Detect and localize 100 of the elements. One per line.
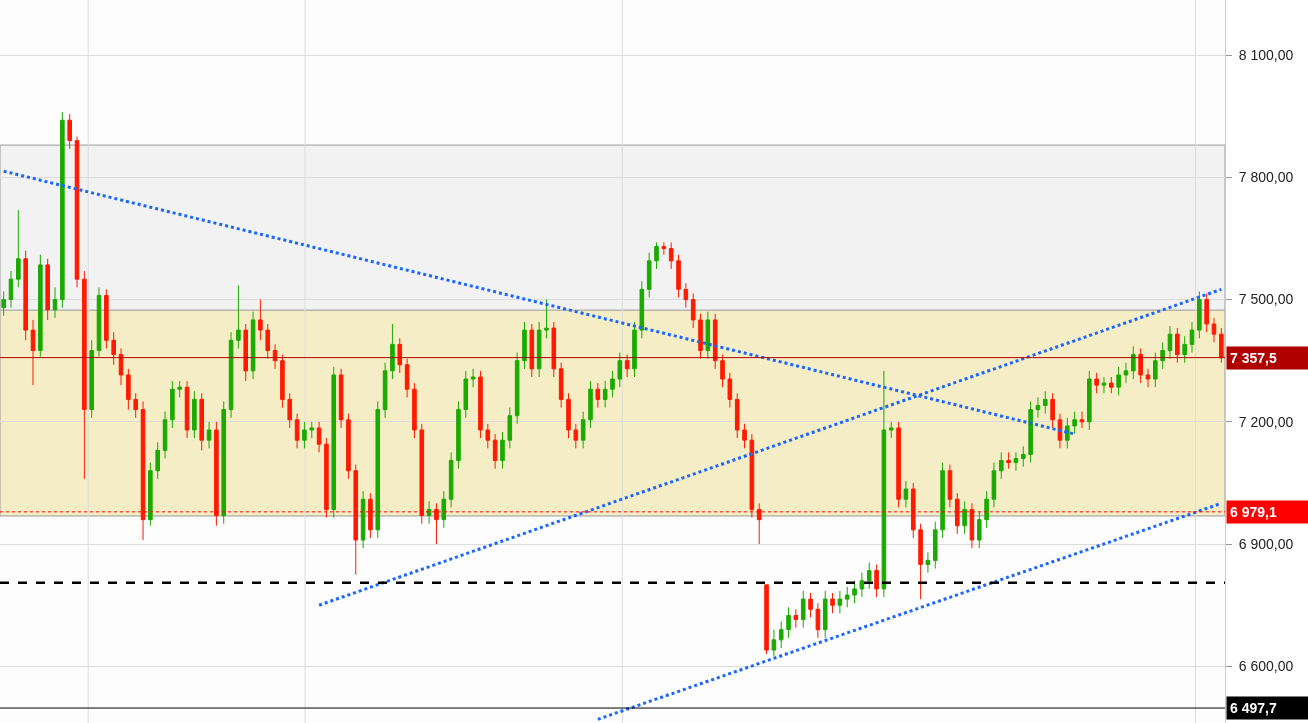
candlestick (1072, 411, 1077, 435)
candlestick (940, 462, 945, 539)
candlestick (192, 390, 197, 439)
y-tick-label: 7 200,00 (1238, 413, 1294, 430)
candlestick (302, 421, 307, 449)
candlestick (1050, 392, 1055, 429)
candlestick (199, 392, 205, 451)
candlestick (1175, 327, 1180, 364)
candlestick (397, 337, 403, 374)
candlestick (808, 592, 813, 618)
candlestick (353, 464, 359, 576)
candlestick (221, 400, 227, 525)
candlestick (434, 502, 439, 545)
candlestick (280, 354, 285, 409)
candlestick (771, 629, 777, 657)
candlestick (1153, 352, 1158, 388)
candlestick (522, 321, 527, 370)
candlestick (1094, 372, 1099, 394)
candlestick (1219, 327, 1224, 364)
candlestick (89, 339, 94, 419)
candlestick (844, 586, 850, 608)
candlestick (1189, 321, 1195, 354)
candlestick (1182, 335, 1187, 364)
candlestick (588, 380, 593, 429)
candlestick (866, 561, 872, 590)
candlestick (441, 490, 447, 529)
candlestick (1013, 451, 1019, 472)
candlestick (470, 368, 476, 388)
candlestick (250, 311, 256, 380)
candlestick (287, 392, 293, 429)
candlestick (1064, 417, 1070, 449)
candlestick (632, 321, 637, 378)
candlestick (170, 380, 175, 429)
candlestick (272, 343, 278, 370)
candlestick (661, 241, 667, 256)
candlestick (1131, 345, 1136, 380)
candlestick (1167, 325, 1173, 360)
candlestick (1211, 317, 1217, 343)
candlestick (830, 592, 835, 614)
candlestick (478, 370, 483, 439)
candlestick (360, 490, 366, 549)
candlestick (793, 608, 799, 629)
candlestick (1028, 400, 1033, 464)
candlestick (1109, 376, 1114, 394)
candlestick (514, 352, 520, 425)
candlestick (492, 433, 498, 470)
candlestick (962, 500, 967, 535)
candlestick (316, 421, 322, 453)
candlestick (1, 290, 6, 317)
candlestick (947, 464, 953, 508)
candlestick (1020, 445, 1026, 468)
candlestick (294, 413, 300, 449)
candlestick (140, 400, 146, 541)
candlestick (111, 331, 116, 366)
candlestick (1138, 347, 1143, 384)
candlestick (566, 392, 571, 439)
candlestick (859, 572, 865, 598)
candlestick (228, 331, 234, 419)
y-tick-label: 8 100,00 (1238, 46, 1294, 63)
candlestick (617, 352, 623, 388)
candlestick (580, 411, 586, 449)
candlestick (23, 250, 28, 341)
candlestick (698, 313, 703, 360)
candlestick (734, 392, 740, 439)
candlestick (573, 423, 579, 449)
candlestick (742, 423, 747, 449)
candlestick (258, 299, 263, 341)
candlestick (720, 354, 725, 388)
candlestick (368, 492, 373, 539)
candlestick (932, 521, 938, 570)
candlestick (602, 380, 608, 409)
candlestick (918, 523, 923, 600)
y-tick-label: 6 900,00 (1238, 535, 1294, 552)
candlestick (390, 323, 395, 380)
candlestick (837, 590, 843, 614)
candlestick (749, 433, 755, 519)
candlestick (236, 284, 241, 349)
candlestick (969, 502, 975, 549)
candlestick (60, 111, 65, 309)
candlestick (96, 286, 102, 358)
candlestick (338, 368, 344, 429)
y-tick-label: 7 500,00 (1238, 291, 1294, 308)
candlestick (778, 621, 784, 649)
candlestick (954, 492, 960, 535)
candlestick (324, 437, 329, 519)
candlestick (456, 400, 461, 470)
candlestick (346, 413, 351, 480)
candlestick (214, 421, 219, 527)
candlestick (646, 252, 652, 299)
candlestick (331, 366, 337, 519)
candlestick (756, 502, 762, 545)
candlestick (529, 323, 535, 378)
candlestick (448, 451, 454, 508)
candlestick (881, 370, 887, 598)
candlestick (184, 380, 190, 439)
candlestick (991, 462, 997, 508)
candlestick (910, 482, 916, 539)
candlestick (1101, 376, 1107, 394)
candlestick (155, 441, 161, 480)
candlestick (126, 368, 131, 411)
